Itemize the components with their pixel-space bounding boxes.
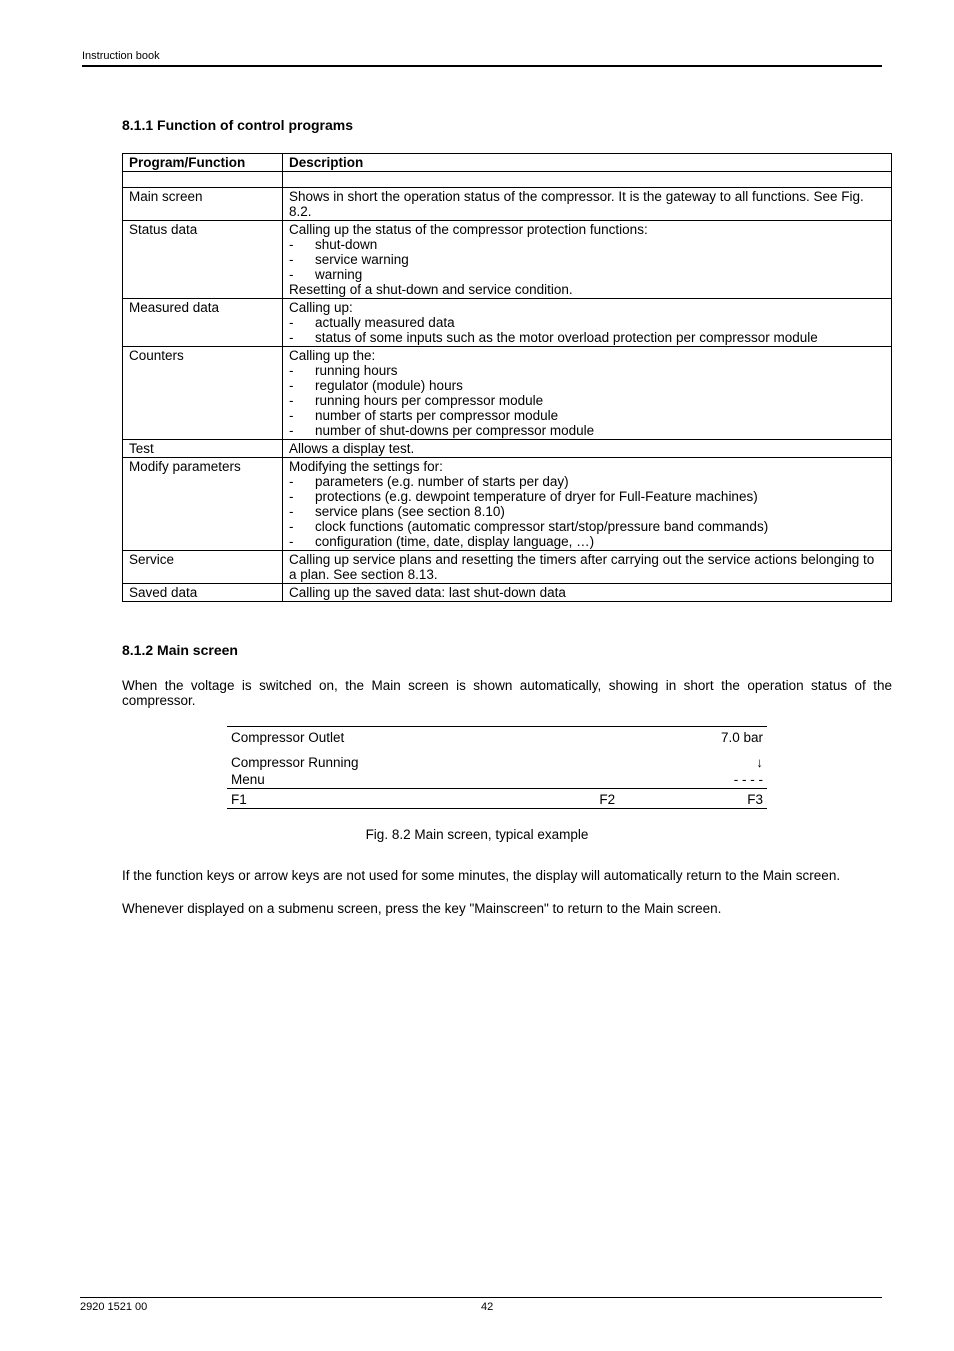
table-row: Service Calling up service plans and res… bbox=[123, 551, 892, 584]
row-line: Calling up the status of the compressor … bbox=[289, 222, 885, 237]
bullet-text: actually measured data bbox=[315, 315, 455, 330]
bullet-item: -number of starts per compressor module bbox=[289, 408, 885, 423]
row-label: Modify parameters bbox=[123, 458, 283, 551]
intro-paragraph: When the voltage is switched on, the Mai… bbox=[122, 678, 892, 708]
bullet-item: -regulator (module) hours bbox=[289, 378, 885, 393]
table-row: Main screen Shows in short the operation… bbox=[123, 188, 892, 221]
bullet-text: warning bbox=[315, 267, 362, 282]
table-row: Status data Calling up the status of the… bbox=[123, 221, 892, 299]
bullet-item: -service plans (see section 8.10) bbox=[289, 504, 885, 519]
bullet-item: -status of some inputs such as the motor… bbox=[289, 330, 885, 345]
running-header: Instruction book bbox=[82, 50, 882, 67]
bullet-item: -shut-down bbox=[289, 237, 885, 252]
row-desc: Calling up: -actually measured data -sta… bbox=[283, 299, 892, 347]
row-label: Status data bbox=[123, 221, 283, 299]
programs-table: Program/Function Description Main screen… bbox=[122, 153, 892, 602]
bullet-text: status of some inputs such as the motor … bbox=[315, 330, 818, 345]
bullet-item: -configuration (time, date, display lang… bbox=[289, 534, 885, 549]
bullet-item: -actually measured data bbox=[289, 315, 885, 330]
figure-caption: Fig. 8.2 Main screen, typical example bbox=[72, 827, 882, 842]
bullet-text: service plans (see section 8.10) bbox=[315, 504, 505, 519]
bullet-text: number of starts per compressor module bbox=[315, 408, 558, 423]
body-paragraph: Whenever displayed on a submenu screen, … bbox=[122, 901, 892, 916]
fn-key-label: F1 bbox=[227, 791, 577, 809]
row-line: Resetting of a shut-down and service con… bbox=[289, 282, 885, 297]
table-header-description: Description bbox=[283, 154, 892, 172]
row-line: Calling up: bbox=[289, 300, 885, 315]
bullet-text: clock functions (automatic compressor st… bbox=[315, 519, 768, 534]
screen-label: Compressor Outlet bbox=[227, 729, 577, 746]
screen-label: Menu bbox=[227, 771, 577, 789]
table-spacer-row bbox=[123, 172, 892, 188]
fn-key-label: F2 bbox=[577, 791, 638, 809]
table-row: Test Allows a display test. bbox=[123, 440, 892, 458]
table-row: Measured data Calling up: -actually meas… bbox=[123, 299, 892, 347]
row-desc: Calling up the status of the compressor … bbox=[283, 221, 892, 299]
table-row: Modify parameters Modifying the settings… bbox=[123, 458, 892, 551]
bullet-item: -parameters (e.g. number of starts per d… bbox=[289, 474, 885, 489]
row-label: Service bbox=[123, 551, 283, 584]
bullet-text: protections (e.g. dewpoint temperature o… bbox=[315, 489, 758, 504]
bullet-item: -number of shut-downs per compressor mod… bbox=[289, 423, 885, 438]
row-desc: Allows a display test. bbox=[283, 440, 892, 458]
page-footer: 2920 1521 00 42 bbox=[80, 1297, 882, 1313]
row-label: Main screen bbox=[123, 188, 283, 221]
bullet-text: running hours bbox=[315, 363, 398, 378]
bullet-text: running hours per compressor module bbox=[315, 393, 543, 408]
row-desc: Shows in short the operation status of t… bbox=[283, 188, 892, 221]
row-line: Modifying the settings for: bbox=[289, 459, 885, 474]
bullet-item: -service warning bbox=[289, 252, 885, 267]
row-label: Test bbox=[123, 440, 283, 458]
bullet-text: configuration (time, date, display langu… bbox=[315, 534, 594, 549]
body-paragraph: If the function keys or arrow keys are n… bbox=[122, 868, 892, 883]
row-desc: Modifying the settings for: -parameters … bbox=[283, 458, 892, 551]
bullet-text: service warning bbox=[315, 252, 409, 267]
bullet-item: -clock functions (automatic compressor s… bbox=[289, 519, 885, 534]
row-desc: Calling up the: -running hours -regulato… bbox=[283, 347, 892, 440]
bullet-item: -running hours per compressor module bbox=[289, 393, 885, 408]
bullet-text: regulator (module) hours bbox=[315, 378, 463, 393]
bullet-text: shut-down bbox=[315, 237, 377, 252]
screen-value: - - - - bbox=[638, 771, 767, 789]
screen-value: 7.0 bar bbox=[638, 729, 767, 746]
row-label: Counters bbox=[123, 347, 283, 440]
bullet-item: -protections (e.g. dewpoint temperature … bbox=[289, 489, 885, 504]
footer-page: 42 bbox=[481, 1301, 493, 1313]
bullet-text: parameters (e.g. number of starts per da… bbox=[315, 474, 569, 489]
section-heading-8-1-2: 8.1.2 Main screen bbox=[122, 642, 882, 658]
header-title: Instruction book bbox=[82, 50, 160, 62]
footer-partno: 2920 1521 00 bbox=[80, 1301, 481, 1313]
bullet-item: -running hours bbox=[289, 363, 885, 378]
row-line: Calling up the: bbox=[289, 348, 885, 363]
row-desc: Calling up the saved data: last shut-dow… bbox=[283, 584, 892, 602]
main-screen-example: Compressor Outlet 7.0 bar Compressor Run… bbox=[227, 726, 767, 811]
down-arrow-icon: ↓ bbox=[638, 754, 767, 771]
section-heading-8-1-1: 8.1.1 Function of control programs bbox=[122, 117, 882, 133]
table-row: Counters Calling up the: -running hours … bbox=[123, 347, 892, 440]
row-desc: Calling up service plans and resetting t… bbox=[283, 551, 892, 584]
screen-label: Compressor Running bbox=[227, 754, 577, 771]
bullet-text: number of shut-downs per compressor modu… bbox=[315, 423, 594, 438]
row-label: Measured data bbox=[123, 299, 283, 347]
table-header-program: Program/Function bbox=[123, 154, 283, 172]
table-row: Saved data Calling up the saved data: la… bbox=[123, 584, 892, 602]
fn-key-label: F3 bbox=[638, 791, 767, 809]
bullet-item: -warning bbox=[289, 267, 885, 282]
row-label: Saved data bbox=[123, 584, 283, 602]
